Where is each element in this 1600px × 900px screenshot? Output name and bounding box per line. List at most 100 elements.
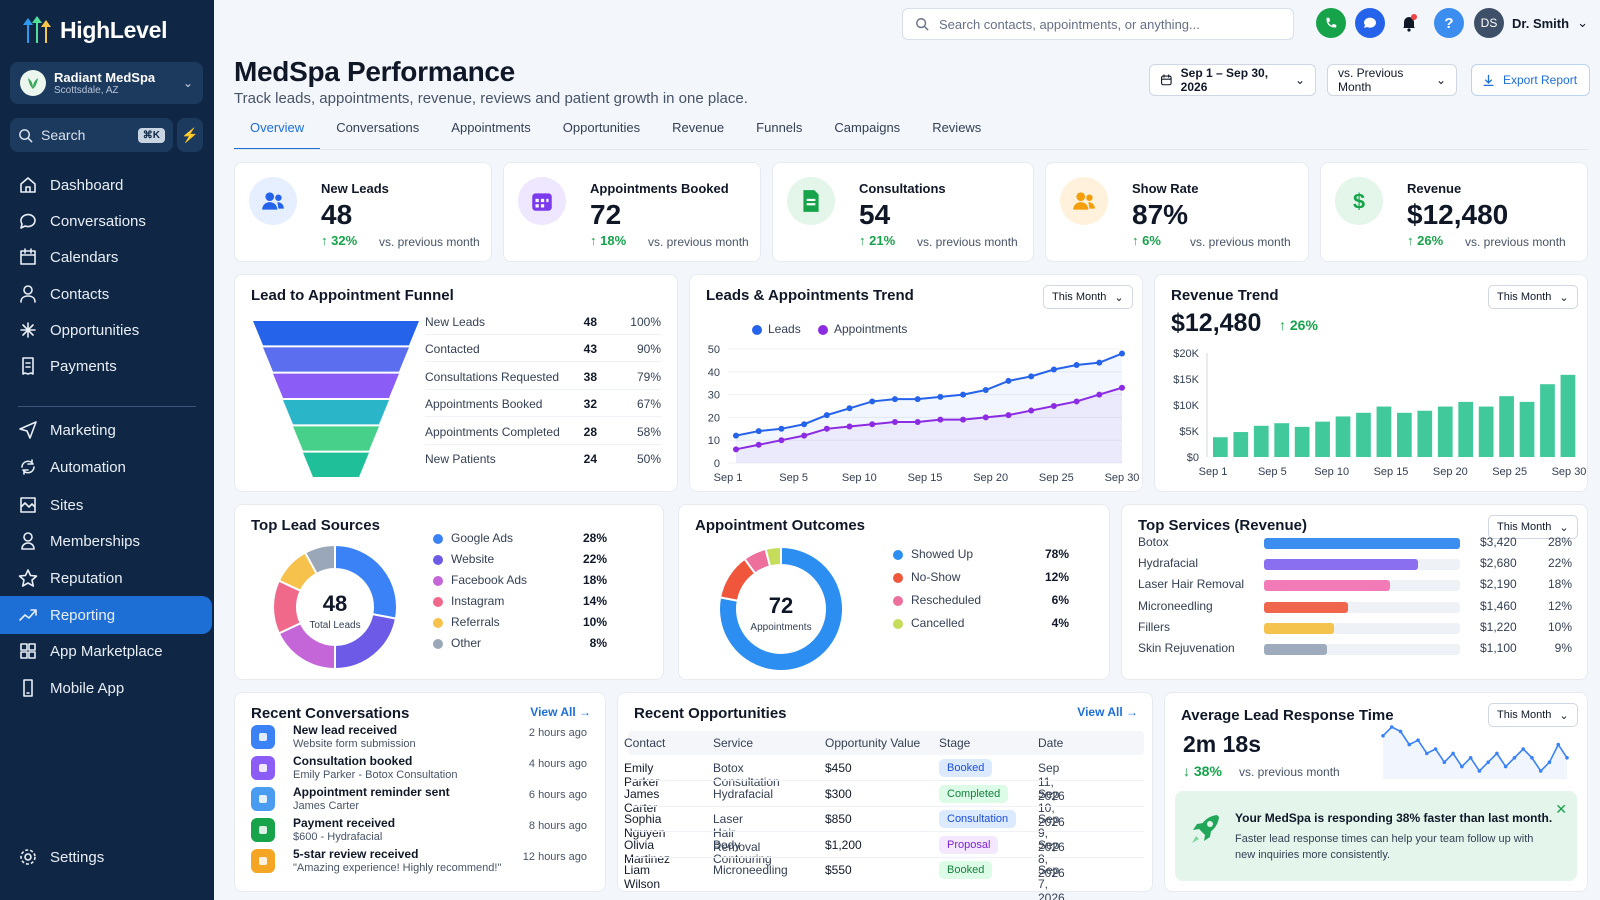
tab-opportunities[interactable]: Opportunities bbox=[562, 120, 641, 135]
service-amount: $3,420 bbox=[1480, 535, 1517, 549]
tab-appointments[interactable]: Appointments bbox=[451, 120, 531, 135]
export-label: Export Report bbox=[1503, 73, 1578, 87]
revenue-bar bbox=[1335, 416, 1351, 457]
arrow-up-icon: ↑ bbox=[1132, 233, 1143, 248]
sidebar-item-dashboard[interactable]: Dashboard bbox=[0, 166, 214, 204]
tab-conversations[interactable]: Conversations bbox=[336, 120, 420, 135]
x-tick-label: Sep 20 bbox=[1433, 466, 1468, 478]
global-search-input[interactable]: Search contacts, appointments, or anythi… bbox=[902, 8, 1294, 40]
sidebar-item-reporting[interactable]: Reporting bbox=[0, 596, 212, 634]
view-all-opportunities-link[interactable]: View All → bbox=[1077, 705, 1138, 719]
kpi-value: 87% bbox=[1132, 199, 1189, 230]
funnel-stage-count: 38 bbox=[583, 369, 597, 384]
legend-value: 22% bbox=[582, 552, 607, 566]
data-point bbox=[1096, 391, 1103, 398]
sidebar-item-opportunities[interactable]: Opportunities bbox=[0, 311, 214, 349]
recent-conversations-card: Recent Conversations View All → New lead… bbox=[234, 692, 606, 892]
close-icon[interactable]: ✕ bbox=[1555, 801, 1567, 817]
sparkline-point bbox=[1451, 751, 1455, 756]
service-amount: $1,220 bbox=[1480, 619, 1517, 634]
sidebar-item-mobile-app[interactable]: Mobile App bbox=[0, 669, 214, 707]
cell-service: Body Contouring bbox=[713, 837, 772, 866]
quick-actions-button[interactable]: ⚡ bbox=[177, 118, 203, 152]
status-badge: Consultation bbox=[939, 810, 1017, 828]
trend-range-select[interactable]: This Month ⌄ bbox=[1043, 285, 1133, 309]
tab-funnels[interactable]: Funnels bbox=[756, 120, 803, 135]
service-bar bbox=[1264, 538, 1460, 549]
tab-overview[interactable]: Overview bbox=[234, 120, 321, 150]
legend-value: 10% bbox=[582, 615, 607, 629]
sidebar-item-contacts[interactable]: Contacts bbox=[0, 275, 214, 313]
revenue-range-select[interactable]: This Month ⌄ bbox=[1488, 285, 1578, 309]
sidebar-item-memberships[interactable]: Memberships bbox=[0, 522, 214, 560]
kpi-label: Appointments Booked bbox=[590, 181, 729, 196]
legend-value: 6% bbox=[1051, 593, 1069, 607]
conversation-title[interactable]: 5-star review received bbox=[293, 847, 419, 861]
view-all-conversations-link[interactable]: View All → bbox=[530, 705, 591, 719]
card-title: Revenue Trend bbox=[1171, 287, 1279, 304]
conversation-time: 4 hours ago bbox=[528, 758, 587, 770]
recent-opportunities-card: Recent Opportunities View All → Contact S… bbox=[617, 692, 1153, 900]
range-label: This Month bbox=[1497, 709, 1552, 721]
sidebar-item-payments[interactable]: Payments bbox=[0, 347, 214, 385]
data-point bbox=[869, 421, 876, 428]
sidebar-search[interactable]: Search ⌘K bbox=[10, 118, 173, 152]
tab-reviews[interactable]: Reviews bbox=[932, 120, 982, 135]
sidebar-item-calendars[interactable]: Calendars bbox=[0, 238, 214, 276]
response-range-select[interactable]: This Month ⌄ bbox=[1488, 703, 1578, 727]
legend-value: 78% bbox=[1044, 547, 1069, 561]
revenue-bar bbox=[1519, 401, 1535, 457]
chevron-down-icon: ⌄ bbox=[1559, 521, 1569, 534]
date-range-picker[interactable]: Sep 1 – Sep 30, 2026 ⌄ bbox=[1149, 64, 1316, 96]
shortcut-badge: ⌘K bbox=[137, 127, 165, 143]
help-button[interactable]: ? bbox=[1434, 8, 1464, 38]
cell-date: Sep 10, 2026 bbox=[1038, 786, 1065, 829]
brand-logo[interactable]: HighLevel bbox=[22, 14, 168, 46]
notifications-button[interactable] bbox=[1394, 8, 1424, 38]
conversation-title[interactable]: Payment received bbox=[293, 816, 396, 830]
conversation-title[interactable]: New lead received bbox=[293, 723, 398, 737]
user-menu[interactable]: DS Dr. Smith ⌄ bbox=[1474, 8, 1588, 38]
kpi-label: New Leads bbox=[321, 181, 389, 196]
kpi-card-revenue[interactable]: $ Revenue $12,480 ↑ 26% vs. previous month bbox=[1320, 162, 1588, 262]
compare-select[interactable]: vs. Previous Month ⌄ bbox=[1327, 64, 1457, 96]
sidebar-item-conversations[interactable]: Conversations bbox=[0, 202, 214, 240]
sidebar-item-marketing[interactable]: Marketing bbox=[0, 411, 214, 449]
revenue-card: Revenue Trend This Month ⌄ $12,480 ↑ 26% … bbox=[1154, 274, 1588, 492]
kpi-card-new-leads[interactable]: New Leads 48 ↑ 32% vs. previous month bbox=[234, 162, 492, 262]
conversation-title[interactable]: Consultation booked bbox=[293, 754, 413, 768]
sidebar-item-label: Reputation bbox=[50, 569, 123, 587]
phone-button[interactable] bbox=[1316, 8, 1346, 38]
funnel-chart bbox=[253, 321, 419, 477]
x-tick-label: Sep 25 bbox=[1039, 472, 1074, 484]
cell-date: Sep 8, 2026 bbox=[1038, 837, 1065, 880]
x-tick-label: Sep 30 bbox=[1105, 472, 1140, 484]
sidebar-item-app-marketplace[interactable]: App Marketplace bbox=[0, 632, 214, 670]
sidebar-item-sites[interactable]: Sites bbox=[0, 486, 214, 524]
kpi-card-show-rate[interactable]: Show Rate 87% ↑ 6% vs. previous month bbox=[1045, 162, 1309, 262]
tab-campaigns[interactable]: Campaigns bbox=[834, 120, 901, 135]
sidebar-item-label: Payments bbox=[50, 357, 117, 375]
services-range-select[interactable]: This Month ⌄ bbox=[1488, 515, 1578, 539]
tab-revenue[interactable]: Revenue bbox=[672, 120, 725, 135]
chat-button[interactable] bbox=[1355, 8, 1385, 38]
send-icon bbox=[19, 421, 37, 439]
revenue-delta-value: 26% bbox=[1289, 317, 1318, 333]
data-point bbox=[778, 425, 785, 432]
series-line-leads bbox=[735, 352, 1123, 437]
lead-sources-donut: 48 Total Leads bbox=[272, 543, 398, 671]
revenue-bar bbox=[1376, 406, 1392, 457]
data-point bbox=[914, 418, 921, 425]
sidebar-item-settings[interactable]: Settings bbox=[0, 838, 214, 876]
sidebar-item-automation[interactable]: Automation bbox=[0, 448, 214, 486]
account-switcher[interactable]: Radiant MedSpa Scottsdale, AZ ⌄ bbox=[10, 62, 203, 104]
bar-track bbox=[1264, 622, 1460, 634]
sidebar-item-label: Marketing bbox=[50, 421, 116, 439]
conversation-title[interactable]: Appointment reminder sent bbox=[293, 785, 450, 799]
data-point bbox=[823, 425, 830, 432]
kpi-card-consultations[interactable]: Consultations 54 ↑ 21% vs. previous month bbox=[772, 162, 1034, 262]
export-report-button[interactable]: Export Report bbox=[1471, 64, 1590, 96]
sidebar-item-reputation[interactable]: Reputation bbox=[0, 559, 214, 597]
sidebar-item-label: Reporting bbox=[50, 606, 116, 624]
kpi-card-appointments-booked[interactable]: Appointments Booked 72 ↑ 18% vs. previous m… bbox=[503, 162, 761, 262]
